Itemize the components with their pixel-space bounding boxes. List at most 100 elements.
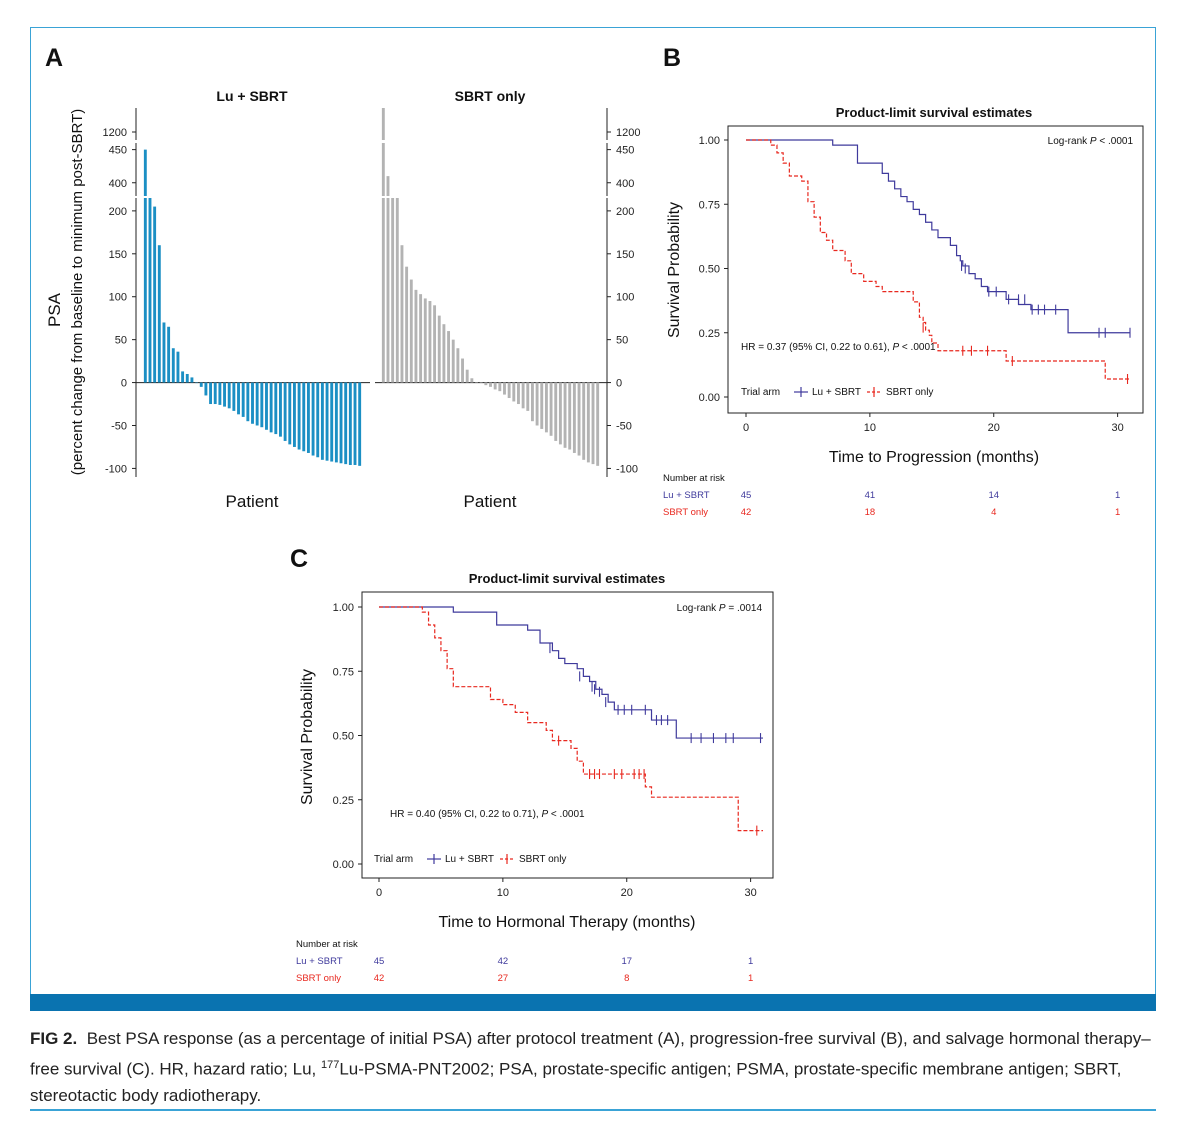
- panel-a-lu-bar: [241, 382, 245, 417]
- panel-a-lu-bar: [181, 371, 185, 383]
- panel-a-sbrt-bar: [386, 198, 390, 383]
- panel-a-right-tick-label: 150: [616, 249, 634, 261]
- panel-a-sbrt-bar: [423, 298, 427, 383]
- panel-a-sbrt-bar: [381, 198, 385, 383]
- panel-b-risk-sbrt-value: 4: [991, 507, 996, 518]
- panel-a-lu-bar: [185, 373, 189, 383]
- panel-a-lu-bar: [288, 382, 292, 445]
- panel-a-sbrt-bar: [530, 382, 534, 422]
- panel-a-lu-bar: [153, 206, 157, 383]
- panel-a-sbrt-bar: [591, 382, 595, 465]
- panel-a-sbrt-bar: [442, 324, 446, 383]
- panel-a-sbrt-bar-top: [381, 108, 385, 140]
- panel-b-xtick-label: 0: [743, 422, 749, 434]
- panel-c-risk-sbrt-label: SBRT only: [296, 973, 341, 984]
- panel-a-lu-bar: [213, 382, 217, 405]
- panel-a-right-xlabel: Patient: [464, 492, 517, 511]
- panel-a-sbrt-bar: [498, 382, 502, 392]
- panel-a-sbrt-bar: [563, 382, 567, 448]
- panel-a-sbrt-bar: [512, 382, 516, 402]
- panel-a-sbrt-bar: [507, 382, 511, 399]
- panel-a-left-tick-label: 0: [121, 378, 127, 390]
- panel-a-right-tick-label: -50: [616, 420, 632, 432]
- panel-a-sbrt-bar: [517, 382, 520, 405]
- panel-c-legend: Trial arm Lu + SBRT SBRT only: [374, 854, 566, 865]
- panel-a-right-tick-label: 50: [616, 335, 628, 347]
- panel-c-sbrt-curve: [379, 606, 763, 832]
- panel-c-letter: C: [290, 545, 308, 573]
- panel-c-km-chart: Product-limit survival estimates Surviva…: [296, 571, 774, 984]
- panel-b-risk-table: Number at risk Lu + SBRT SBRT only: [663, 473, 725, 518]
- panel-a-ylabel: PSA: [45, 292, 64, 327]
- panel-a-sbrt-bar: [586, 382, 590, 463]
- panel-b-ylabel: Survival Probability: [666, 202, 683, 338]
- panel-a-sbrt-bar: [503, 382, 506, 395]
- panel-a-sbrt-bar-upper: [386, 176, 390, 196]
- panel-a-right-tick-label: 1200: [616, 127, 640, 139]
- panel-a-sbrt-bar: [535, 382, 539, 426]
- panel-b-lu-curve: [746, 139, 1130, 334]
- figure-blue-band: [30, 994, 1156, 1011]
- panel-b-xtick-label: 10: [864, 422, 876, 434]
- panel-b-xlabel: Time to Progression (months): [829, 449, 1039, 466]
- panel-a-lu-bar: [358, 382, 362, 466]
- panel-c-risk-sbrt-value: 1: [748, 973, 753, 984]
- panel-a-lu-bar: [353, 382, 357, 465]
- caption-superscript: 177: [320, 1059, 340, 1071]
- panel-b-hr-text: HR = 0.37 (95% CI, 0.22 to 0.61), P < .0…: [741, 342, 936, 353]
- panel-a-lu-bar-upper: [143, 149, 147, 196]
- panel-b-legend-sbrt-label: SBRT only: [886, 387, 933, 398]
- panel-a-lu-bar: [283, 382, 287, 441]
- panel-a-lu-bar: [190, 377, 194, 383]
- panel-a-lu-bar: [227, 382, 231, 409]
- panel-c-ytick-label: 0.25: [333, 795, 354, 807]
- panel-c-logrank: Log-rank P = .0014: [677, 603, 763, 614]
- panel-c-plot-frame: [361, 591, 774, 879]
- caption-text-1: Best PSA response (as a percentage of in…: [30, 1029, 1151, 1079]
- panel-a-sbrt-bar: [428, 301, 432, 383]
- panel-a-left-xlabel: Patient: [226, 492, 279, 511]
- panel-a-lu-bar: [311, 382, 315, 456]
- panel-a-lu-bar: [143, 198, 147, 383]
- panel-a-sbrt-bar: [549, 382, 553, 436]
- panel-a-lu-bar: [251, 382, 254, 424]
- panel-a-lu-bar: [279, 382, 282, 437]
- panel-a-left-tick-label: 450: [109, 145, 127, 157]
- panel-c-ylabel: Survival Probability: [299, 669, 316, 805]
- panel-a-sbrt-bar: [577, 382, 581, 456]
- panel-a-letter: A: [45, 44, 63, 72]
- panel-a-sbrt-bar: [465, 369, 469, 383]
- panel-c-risk-table: Number at risk Lu + SBRT SBRT only: [296, 939, 358, 984]
- panel-a-sbrt-bar: [433, 305, 437, 383]
- panel-b-risk-lu-value: 45: [741, 490, 752, 501]
- panel-b-ytick-label: 0.50: [699, 264, 720, 276]
- panel-a-sbrt-bar-upper: [381, 143, 385, 196]
- panel-b-plot-frame: [727, 125, 1144, 414]
- panel-b-ytick-label: 0.00: [699, 392, 720, 404]
- panel-a-sbrt-bar: [568, 382, 572, 450]
- panel-a-left-tick-label: 1200: [103, 127, 127, 139]
- panel-a-sbrt-bar: [475, 382, 478, 384]
- panel-b-logrank: Log-rank P < .0001: [1048, 136, 1134, 147]
- panel-b-risk-sbrt-value: 1: [1115, 507, 1120, 518]
- panel-a-lu-bar: [325, 382, 329, 461]
- panel-b-legend-lu-label: Lu + SBRT: [812, 387, 861, 398]
- panel-a-sbrt-bar: [451, 339, 455, 383]
- panel-a-lu-bar: [199, 382, 203, 387]
- panel-a-lu-bar: [334, 382, 338, 463]
- panel-c-lu-curve: [379, 606, 763, 739]
- panel-a-sbrt-bar: [479, 382, 483, 384]
- panel-a-right-tick-label: 0: [616, 378, 622, 390]
- panel-a-lu-bar: [167, 326, 171, 383]
- panel-c-xtick-label: 0: [376, 887, 382, 899]
- panel-a-right-tick-label: 400: [616, 178, 634, 190]
- panel-a-lu-bar: [218, 382, 222, 405]
- panel-a-right-tick-label: -100: [616, 463, 638, 475]
- panel-a-sbrt-bar: [558, 382, 562, 445]
- panel-c-ytick-label: 0.75: [333, 666, 354, 678]
- panel-c-risk-title: Number at risk: [296, 939, 358, 950]
- panel-b-xtick-label: 30: [1111, 422, 1123, 434]
- panel-a-sbrt-bar: [572, 382, 576, 453]
- panel-a-lu-bar: [195, 382, 199, 384]
